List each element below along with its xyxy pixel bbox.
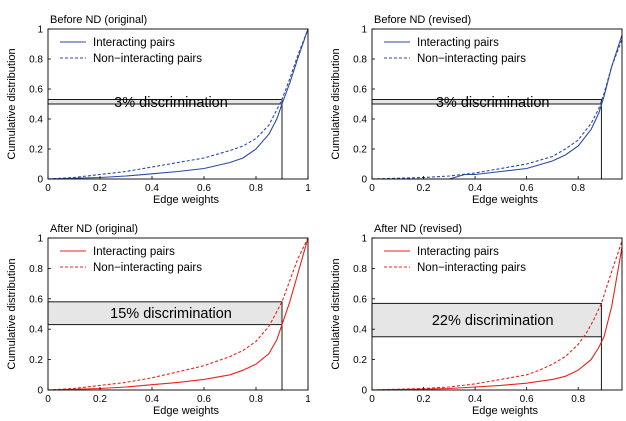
legend-label: Non−interacting pairs (93, 262, 202, 274)
legend-label: Interacting pairs (417, 246, 499, 258)
y-tick-label: 1 (361, 234, 367, 245)
y-tick-label: 0.4 (353, 115, 367, 126)
x-tick-label: 0.8 (249, 394, 263, 405)
series-line-interacting (372, 34, 623, 180)
plot-frame (47, 28, 309, 180)
y-tick-label: 0 (37, 386, 43, 397)
series-line-non-interacting (47, 237, 309, 391)
legend-label: Non−interacting pairs (93, 53, 202, 65)
y-tick-label: 1 (37, 25, 43, 36)
chart-panel-after-original: 15% discrimination 0 0.2 0.4 0.6 0.8 1 0 0.2 0.4 0… (6, 223, 311, 417)
x-tick-label: 0.6 (520, 183, 534, 194)
x-tick-label: 0.6 (197, 183, 211, 194)
legend-label: Interacting pairs (93, 246, 175, 258)
discrimination-label: 15% discrimination (110, 306, 232, 322)
y-tick-label: 0.4 (29, 115, 43, 126)
series-line-interacting (47, 237, 309, 391)
y-axis-label: Cumulative distribution (330, 258, 342, 369)
series-line-interacting (371, 247, 623, 391)
discrimination-label: 3% discrimination (114, 95, 228, 111)
discrimination-label: 3% discrimination (436, 95, 550, 111)
chart-title: After ND (original) (50, 223, 138, 235)
y-tick-label: 0.4 (353, 325, 367, 336)
y-tick-label: 0.6 (353, 85, 367, 96)
x-axis-label: Edge weights (472, 405, 539, 417)
y-tick-label: 0.2 (353, 145, 367, 156)
chart-panel-before-original: 3% discrimination 0 0.2 0.4 0.6 0.8 1 0 0.2 0.4 0.… (6, 14, 311, 206)
x-tick-label: 0 (369, 183, 375, 194)
series-line-non-interacting (371, 39, 623, 180)
y-tick-label: 0.8 (29, 55, 43, 66)
y-tick-label: 0.8 (353, 55, 367, 66)
y-tick-label: 1 (37, 234, 43, 245)
x-tick-label: 0.4 (468, 183, 482, 194)
y-tick-label: 1 (361, 25, 367, 36)
chart-panel-before-revised: 3% discrimination 0 0.2 0.4 0.6 0.8 0 0.2 0.4 0.6… (330, 14, 623, 206)
chart-title: After ND (revised) (374, 223, 462, 235)
x-tick-label: 0.2 (93, 183, 107, 194)
y-tick-label: 0.6 (29, 85, 43, 96)
y-tick-label: 0.8 (29, 264, 43, 275)
x-tick-label: 1 (305, 183, 311, 194)
x-tick-label: 0 (45, 394, 51, 405)
x-tick-label: 0.4 (468, 394, 482, 405)
y-axis-label: Cumulative distribution (330, 48, 342, 159)
x-axis-label: Edge weights (153, 405, 220, 417)
chart-title: Before ND (revised) (374, 14, 471, 26)
y-axis-label: Cumulative distribution (6, 258, 18, 369)
y-tick-label: 0.4 (29, 325, 43, 336)
chart-panel-after-revised: 22% discrimination 0 0.2 0.4 0.6 0.8 0 0.2 0.4 0.… (330, 223, 623, 417)
x-tick-label: 0.6 (520, 394, 534, 405)
x-tick-label: 0 (45, 183, 51, 194)
x-tick-label: 0.2 (417, 183, 431, 194)
x-tick-label: 0.8 (571, 183, 585, 194)
discrimination-label: 22% discrimination (432, 313, 554, 329)
series-line-non-interacting (47, 28, 309, 180)
x-axis-label: Edge weights (153, 194, 220, 206)
discrimination-band (371, 302, 602, 338)
legend-label: Non−interacting pairs (417, 262, 526, 274)
plot-frame (371, 28, 623, 180)
y-tick-label: 0 (37, 175, 43, 186)
legend-label: Non−interacting pairs (417, 53, 526, 65)
x-tick-label: 0 (369, 394, 375, 405)
x-axis-label: Edge weights (472, 194, 539, 206)
plot-frame (371, 237, 623, 391)
legend-label: Interacting pairs (417, 37, 499, 49)
x-tick-label: 0.4 (145, 183, 159, 194)
y-tick-label: 0 (361, 386, 367, 397)
series-line-non-interacting (371, 240, 623, 391)
y-tick-label: 0.2 (29, 145, 43, 156)
plot-frame (47, 237, 309, 391)
x-tick-label: 0.4 (145, 394, 159, 405)
series-line-interacting (47, 28, 309, 180)
y-axis-label: Cumulative distribution (6, 48, 18, 159)
x-tick-label: 0.8 (249, 183, 263, 194)
x-tick-label: 0.8 (571, 394, 585, 405)
legend-label: Interacting pairs (93, 37, 175, 49)
y-tick-label: 0.6 (353, 294, 367, 305)
y-tick-label: 0.2 (29, 355, 43, 366)
chart-title: Before ND (original) (50, 14, 147, 26)
y-tick-label: 0.8 (353, 264, 367, 275)
y-tick-label: 0 (361, 175, 367, 186)
x-tick-label: 1 (305, 394, 311, 405)
x-tick-label: 0.6 (197, 394, 211, 405)
x-tick-label: 0.2 (93, 394, 107, 405)
y-tick-label: 0.6 (29, 294, 43, 305)
y-tick-label: 0.2 (353, 355, 367, 366)
x-tick-label: 0.2 (417, 394, 431, 405)
